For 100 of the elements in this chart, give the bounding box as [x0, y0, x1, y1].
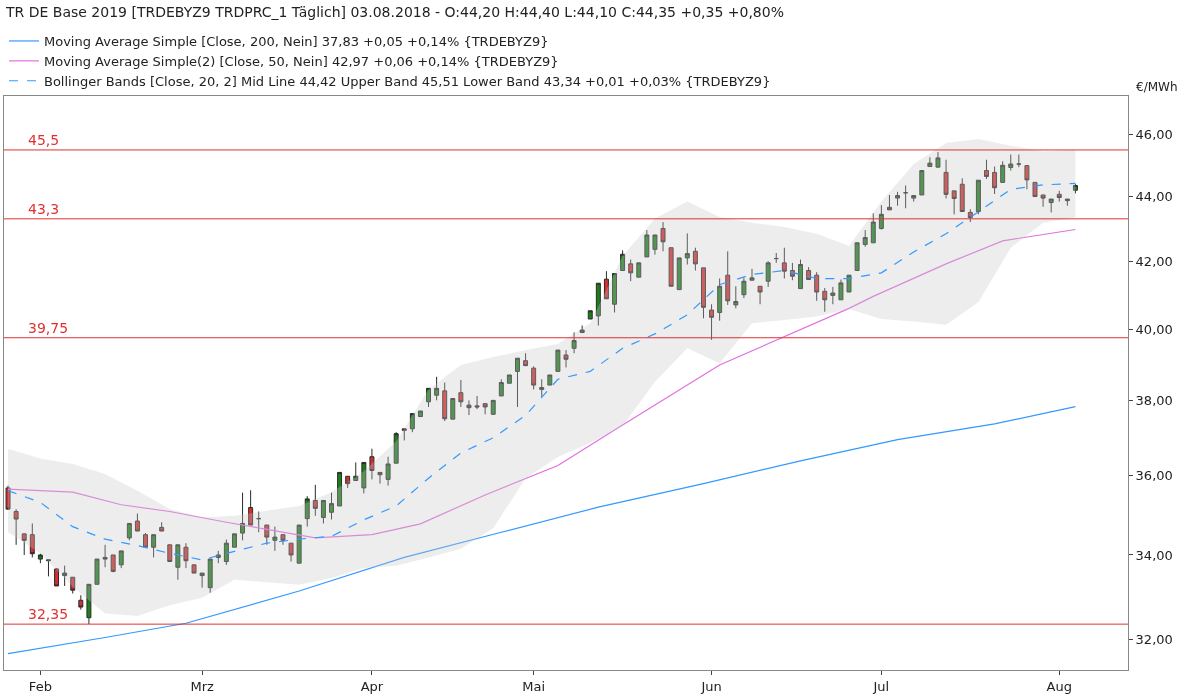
candlestick: [959, 177, 965, 212]
candlestick: [506, 374, 512, 384]
candlestick: [984, 159, 989, 180]
line-series: [7, 228, 1077, 539]
x-tick-label: Feb: [28, 678, 52, 694]
candlestick: [579, 325, 585, 332]
ref-line-label: 45,5: [28, 132, 60, 148]
candlestick: [231, 533, 237, 548]
legend-label: Moving Average Simple [Close, 200, Nein] 37,83 +0,05 +0,14% {TRDEBYZ9}: [44, 34, 549, 50]
candlestick: [781, 247, 787, 280]
candlestick: [248, 489, 254, 526]
legend-label: Bollinger Bands [Close, 20, 2] Mid Line 44,42 Upper Band 45,51 Lower Band 43,34 +0,01 +0,03% {TRDEBYZ9}: [44, 73, 771, 89]
y-tick-label: 36,00: [1135, 468, 1173, 484]
legend-label: Moving Average Simple(2) [Close, 50, Nein] 42,97 +0,06 +0,14% {TRDEBYZ9}: [44, 53, 559, 69]
candlestick: [490, 399, 496, 415]
candlestick: [523, 352, 529, 367]
candlestick: [329, 492, 334, 520]
candlestick: [725, 250, 731, 306]
candlestick: [587, 310, 593, 320]
candlestick: [151, 534, 157, 558]
candlestick: [692, 247, 698, 272]
candlestick: [29, 522, 35, 558]
y-tick-label: 32,00: [1135, 631, 1173, 647]
y-tick-label: 46,00: [1135, 127, 1173, 143]
candlestick: [765, 260, 771, 288]
chart-title: TR DE Base 2019 [TRDEBYZ9 TRDPRC_1 Täglich] 03.08.2018 - O:44,20 H:44,40 L:44,10 C:44,35 +0,35 +0,80%: [5, 3, 784, 20]
candlestick: [830, 286, 836, 305]
candlestick: [191, 564, 197, 574]
candlestick: [5, 485, 11, 511]
candlestick: [442, 382, 448, 422]
candlestick: [361, 461, 367, 494]
candlestick: [1032, 181, 1038, 198]
candlestick: [620, 249, 626, 272]
candlestick: [37, 553, 43, 564]
candlestick: [240, 492, 246, 541]
y-tick-label: 38,00: [1135, 392, 1173, 408]
candlestick: [612, 273, 617, 313]
ref-line-label: 39,75: [28, 320, 69, 336]
candlestick: [547, 374, 553, 386]
candlestick: [903, 185, 909, 209]
candlestick: [733, 285, 739, 309]
candlestick: [1000, 160, 1006, 183]
candlestick: [62, 565, 68, 587]
candlestick: [78, 594, 84, 611]
candlestick: [603, 270, 609, 300]
candlestick: [345, 475, 351, 489]
candlestick: [854, 242, 860, 272]
candlestick: [159, 521, 165, 532]
candlestick: [709, 303, 715, 341]
candlestick: [417, 410, 423, 418]
candlestick: [628, 259, 634, 282]
candlestick: [992, 166, 998, 195]
candlestick: [862, 229, 868, 248]
candlestick: [256, 511, 262, 533]
candlestick: [207, 558, 213, 594]
candlestick: [684, 232, 690, 266]
candlestick: [175, 544, 181, 581]
candlestick: [1024, 165, 1030, 190]
candlestick: [369, 448, 375, 480]
candlestick: [1008, 154, 1014, 172]
candlestick: [13, 508, 19, 546]
candlestick: [401, 428, 407, 441]
candlestick: [102, 544, 108, 568]
candlestick: [223, 539, 229, 566]
y-axis-title: €/MWh: [1136, 80, 1178, 94]
candlestick: [21, 533, 27, 556]
candlestick: [1064, 198, 1070, 207]
x-tick-label: Apr: [360, 678, 384, 694]
candlestick: [717, 278, 723, 322]
candlestick: [134, 512, 140, 532]
candlestick: [272, 526, 278, 552]
candlestick: [94, 558, 100, 585]
candlestick: [911, 195, 917, 203]
y-tick-label: 40,00: [1135, 321, 1173, 337]
ref-line-label: 43,3: [28, 201, 60, 217]
candlestick: [393, 431, 399, 464]
candlestick: [531, 365, 537, 390]
candlestick: [919, 170, 925, 196]
candlestick: [927, 156, 933, 168]
candlestick: [54, 567, 60, 587]
line-series: [7, 405, 1077, 655]
x-tick-label: Aug: [1046, 678, 1072, 694]
candlestick: [814, 271, 820, 302]
candlestick: [636, 262, 642, 278]
x-tick-label: Jul: [872, 678, 890, 694]
candlestick: [385, 456, 391, 487]
candlestick: [886, 194, 892, 211]
candlestick: [644, 229, 650, 258]
candlestick: [870, 212, 876, 244]
candlestick: [70, 576, 76, 595]
y-tick-label: 44,00: [1135, 189, 1173, 205]
candlestick: [773, 252, 779, 264]
candlestick: [110, 554, 116, 573]
candlestick: [967, 208, 973, 223]
candlestick: [1016, 154, 1022, 168]
candlestick: [296, 524, 302, 564]
y-tick-label: 42,00: [1135, 253, 1173, 269]
x-tick-label: Mrz: [190, 678, 214, 694]
candlestick: [1056, 190, 1062, 203]
candlestick: [668, 247, 674, 287]
